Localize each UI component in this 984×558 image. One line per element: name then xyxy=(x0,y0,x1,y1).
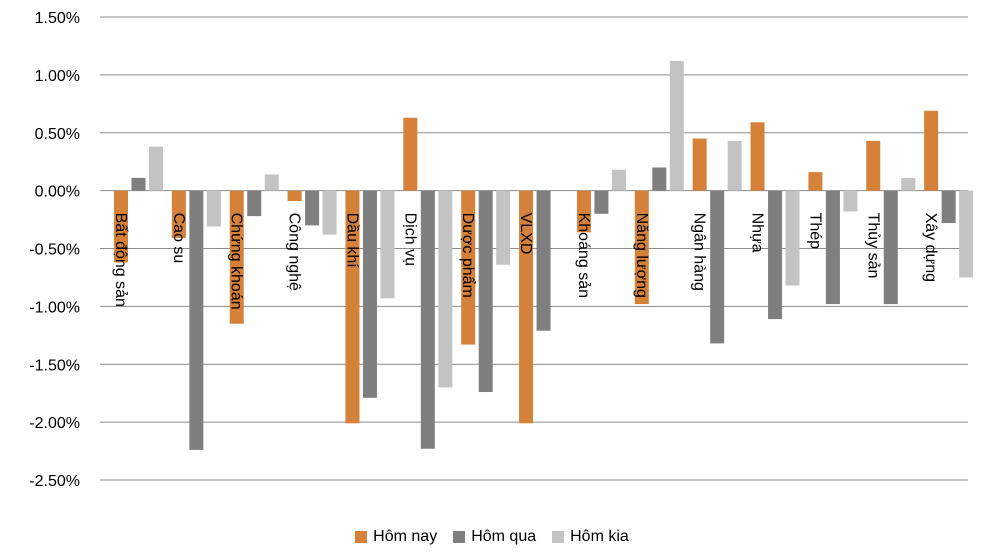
bar xyxy=(843,191,857,212)
x-tick-label: Thép xyxy=(806,213,823,250)
x-tick-label: Chứng khoán xyxy=(228,213,245,310)
y-tick-label: 0.00% xyxy=(35,184,80,201)
y-tick-label: 1.50% xyxy=(35,10,80,27)
bar xyxy=(403,118,417,191)
bar xyxy=(496,191,510,265)
bar xyxy=(884,191,898,304)
x-tick-label: Ngân hàng xyxy=(691,213,708,291)
bar xyxy=(924,111,938,191)
legend-label-day-before: Hôm kia xyxy=(570,528,629,546)
bar xyxy=(866,141,880,191)
x-tick-label: Dược phẩm xyxy=(459,213,477,298)
bar-chart: 1.50% 1.00% 0.50% 0.00% -0.50% -1.00% -1.50% -2… xyxy=(0,0,984,520)
bar xyxy=(710,191,724,344)
bar xyxy=(808,172,822,191)
bar xyxy=(479,191,493,392)
bar xyxy=(305,191,319,226)
y-tick-label: -2.00% xyxy=(29,415,80,432)
bar xyxy=(728,141,742,191)
bar xyxy=(901,178,915,191)
legend-swatch-today xyxy=(355,531,367,543)
bar xyxy=(959,191,973,278)
x-tick-label: Xây dựng xyxy=(922,213,939,282)
x-tick-label: Nhựa xyxy=(749,213,766,253)
x-tick-label: VLXD xyxy=(517,213,534,255)
bar xyxy=(537,191,551,331)
bar xyxy=(132,178,146,191)
legend-item-yesterday: Hôm qua xyxy=(453,528,536,546)
bar xyxy=(438,191,452,388)
x-tick-label: Dịch vụ xyxy=(401,213,418,266)
bar xyxy=(693,139,707,191)
y-tick-label: 1.00% xyxy=(35,68,80,85)
legend-label-today: Hôm nay xyxy=(373,528,437,546)
bar xyxy=(207,191,221,227)
x-tick-label: Công nghệ xyxy=(286,213,303,291)
bar xyxy=(768,191,782,319)
bar xyxy=(265,174,279,190)
bar xyxy=(149,147,163,191)
y-tick-label: 0.50% xyxy=(35,126,80,143)
legend-swatch-yesterday xyxy=(453,531,465,543)
legend: Hôm nay Hôm qua Hôm kia xyxy=(0,528,984,546)
y-tick-label: -1.00% xyxy=(29,299,80,316)
legend-item-today: Hôm nay xyxy=(355,528,437,546)
bar xyxy=(363,191,377,398)
x-tick-label: Bất động sản xyxy=(112,213,129,307)
bar xyxy=(323,191,337,235)
bar xyxy=(189,191,203,450)
bar xyxy=(786,191,800,286)
y-tick-label: -2.50% xyxy=(29,473,80,490)
legend-label-yesterday: Hôm qua xyxy=(471,528,536,546)
x-tick-label: Dầu khí xyxy=(343,213,360,269)
x-tick-label: Năng lượng xyxy=(633,213,650,298)
bar xyxy=(670,61,684,191)
bar xyxy=(942,191,956,223)
x-tick-label: Thủy sản xyxy=(864,213,881,279)
bar xyxy=(594,191,608,214)
bar xyxy=(826,191,840,304)
legend-swatch-day-before xyxy=(552,531,564,543)
x-tick-label: Khoáng sản xyxy=(575,213,592,298)
bar xyxy=(652,167,666,190)
bar xyxy=(751,122,765,190)
bar xyxy=(612,170,626,191)
bar xyxy=(421,191,435,449)
y-tick-label: -0.50% xyxy=(29,242,80,259)
y-tick-label: -1.50% xyxy=(29,357,80,374)
legend-item-day-before: Hôm kia xyxy=(552,528,629,546)
x-tick-label: Cao su xyxy=(170,213,187,264)
bar xyxy=(380,191,394,299)
bar xyxy=(288,191,302,201)
bar xyxy=(247,191,261,216)
